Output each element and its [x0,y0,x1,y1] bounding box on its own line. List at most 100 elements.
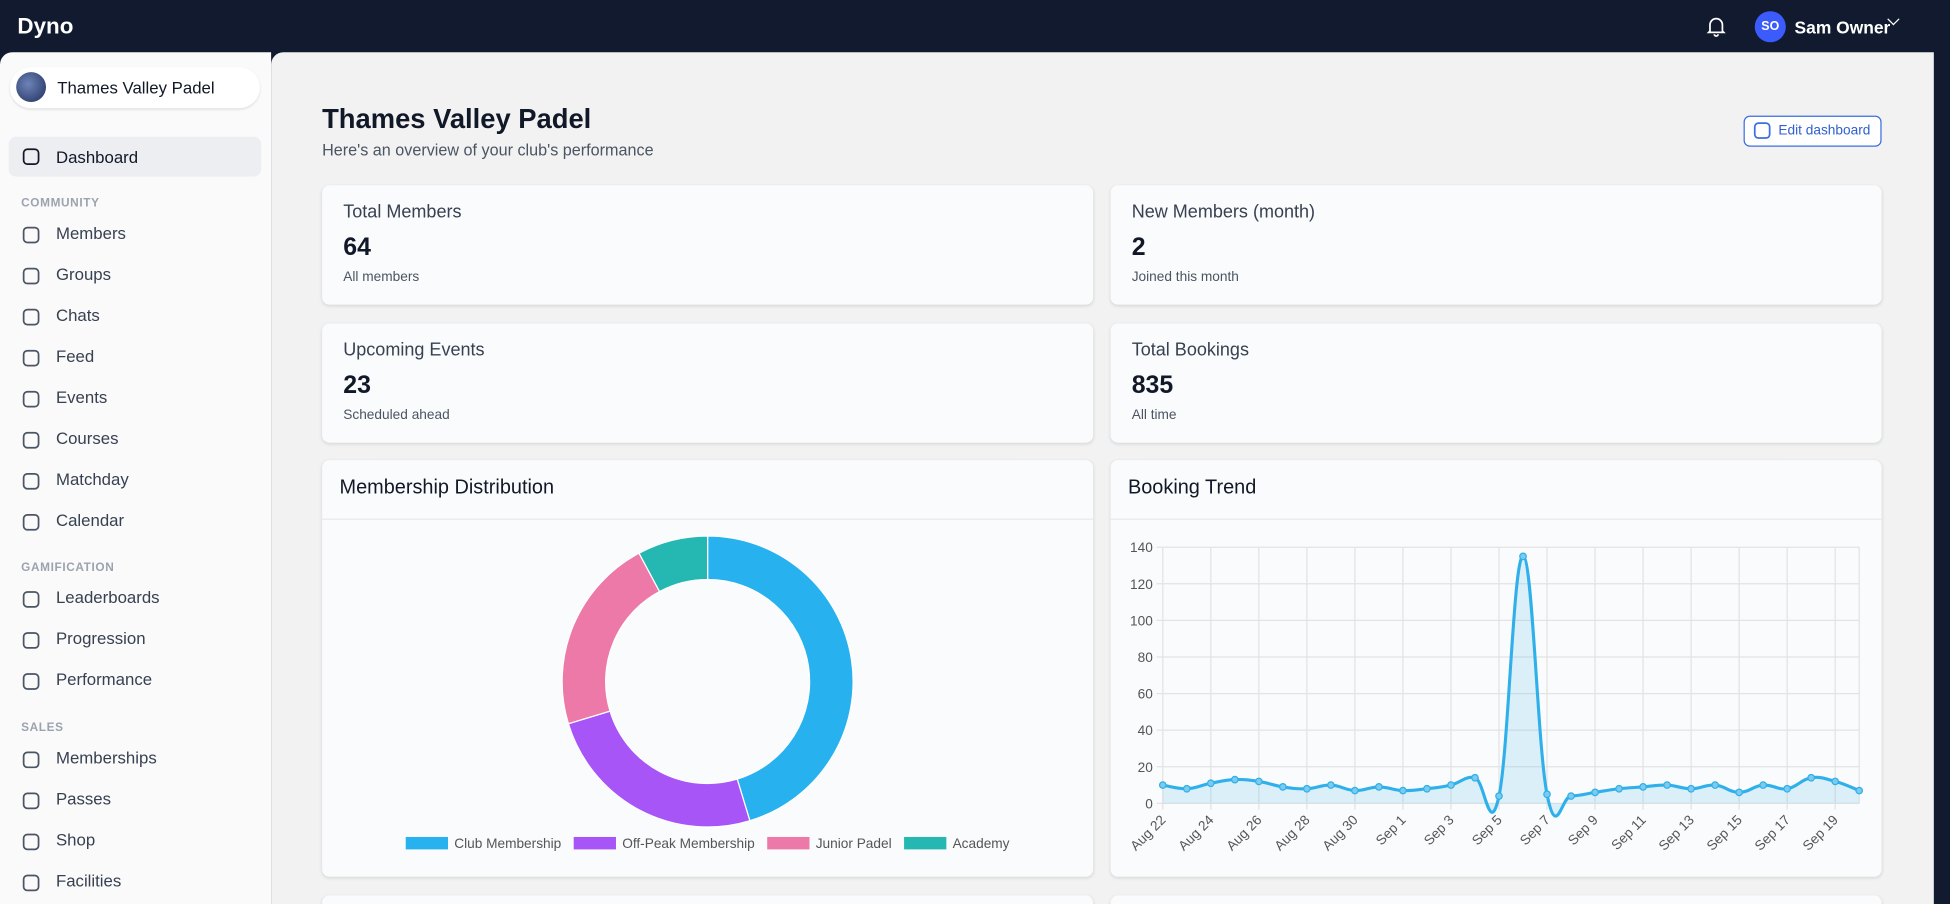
point [1711,781,1719,789]
icon-shape [22,632,40,649]
nav-item[interactable]: Shop [55,830,96,850]
x-tick-label: Aug 26 [1223,812,1264,853]
nav-item[interactable]: Feed [55,346,95,366]
y-tick-label: 20 [1138,760,1154,775]
brand: Dyno [17,13,74,39]
area [1162,556,1860,817]
nav-label[interactable]: Dashboard [55,147,139,167]
nav-item[interactable]: Progression [55,629,146,648]
stat-note: Joined this month [1131,269,1239,285]
point [1615,784,1623,793]
nav-item[interactable]: Performance [55,670,153,689]
x-tick-label: Sep 5 [1469,812,1505,848]
x-tick-label: Aug 28 [1272,812,1313,853]
nav-item[interactable]: Leaderboards [55,588,160,607]
stat-card [322,185,1094,305]
icon-shape [22,874,40,892]
stat-note: All members [343,269,420,285]
edit-button[interactable] [1743,115,1882,147]
icon-shape [22,513,40,531]
nav-item[interactable]: Groups [55,264,112,284]
legend-label: Junior Padel [816,836,892,851]
y-tick-label: 140 [1130,540,1153,555]
nav-item[interactable]: Events [55,388,108,407]
nav-section-title: SALES [21,721,64,735]
notifications[interactable] [1705,15,1727,37]
icon-shape [22,308,40,326]
x-tick-label: Sep 3 [1421,812,1457,848]
y-tick-label: 60 [1138,687,1154,702]
point [1158,781,1167,789]
icon [22,632,40,649]
avatar[interactable]: SO [1754,11,1786,43]
donut-slice [706,535,854,822]
legend-label: Club Membership [454,836,561,851]
page-title: Thames Valley Padel [322,103,592,135]
edit-button-label[interactable]: Edit dashboard [1778,123,1871,139]
icon-shape [22,472,40,490]
point [1303,784,1311,793]
point [1807,773,1816,782]
icon [22,267,40,285]
chart-title: Membership Distribution [339,477,555,499]
icon [22,792,40,810]
point [1687,784,1695,793]
x-tick-label: Sep 7 [1517,812,1553,848]
donut-slice [638,535,709,593]
chart-card [1110,895,1882,904]
point [1519,552,1527,561]
nav-section-title: COMMUNITY [21,196,100,211]
stat-value: 23 [343,371,371,400]
y-tick-label: 0 [1145,796,1153,811]
icon-shape [22,833,40,851]
icon [22,226,40,244]
page-subtitle: Here's an overview of your club's perfor… [322,140,654,160]
point [1254,777,1263,786]
icon-shape [22,148,40,166]
x-tick-label: Sep 13 [1656,812,1697,853]
point [1831,777,1840,786]
nav-section-title: GAMIFICATION [21,560,115,575]
nav-item[interactable]: Courses [55,429,119,448]
nav-item[interactable]: Passes [55,789,112,809]
nav-item-active[interactable] [8,136,262,177]
point [1735,788,1743,797]
icon-shape [22,349,40,367]
icon-shape [22,591,40,608]
club-name[interactable]: Thames Valley Padel [57,78,215,98]
x-tick-label: Sep 11 [1608,812,1649,853]
icon [22,308,40,326]
icon [22,390,40,408]
point [1855,786,1864,795]
icon [22,591,40,608]
nav-item[interactable]: Facilities [55,871,122,891]
bell-icon [1706,17,1726,37]
legend-label: Academy [953,836,1010,851]
point [1639,783,1647,791]
stat-value: 835 [1131,371,1174,400]
nav-item[interactable]: Matchday [55,470,129,489]
nav-item[interactable]: Calendar [55,511,125,530]
icon [22,513,40,531]
club-switcher[interactable] [9,67,260,109]
nav-item[interactable]: Members [55,223,126,243]
point [1447,781,1455,789]
stat-card [1110,185,1882,305]
legend-label: Off-Peak Membership [622,836,755,851]
nav-item[interactable]: Chats [55,305,100,325]
nav-item[interactable]: Memberships [55,748,157,768]
point [1327,781,1335,789]
legend-swatch [904,836,947,850]
point [1591,788,1599,797]
club-avatar [16,72,47,102]
sidebar [0,52,272,904]
point [1399,786,1407,795]
chart-title: Booking Trend [1127,477,1257,499]
x-tick-label: Aug 30 [1320,812,1361,853]
donut-slice [567,710,751,828]
point [1543,790,1551,799]
icon-shape [22,792,40,810]
user-name[interactable]: Sam Owner [1794,17,1891,38]
